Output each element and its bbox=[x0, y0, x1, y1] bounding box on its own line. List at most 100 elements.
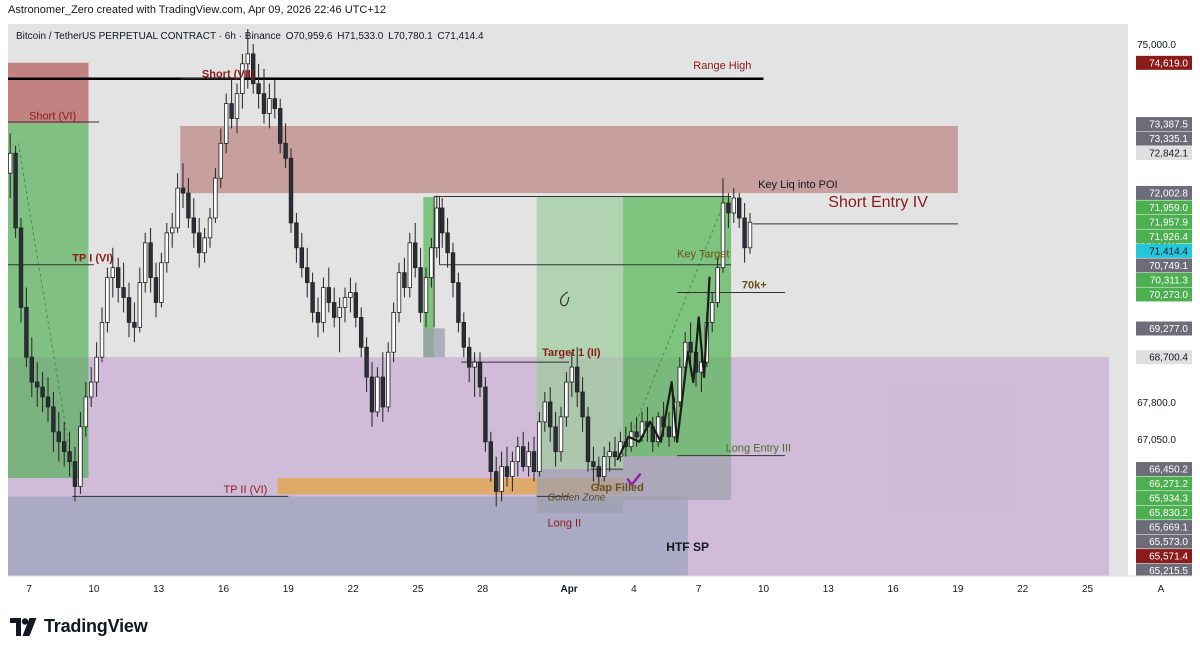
candle-down bbox=[331, 302, 337, 318]
annotation-label: Target 1 (II) bbox=[542, 347, 601, 359]
x-tick-label: Apr bbox=[560, 584, 577, 595]
candle-up bbox=[526, 451, 531, 467]
candle-up bbox=[731, 197, 736, 214]
price-label-bg bbox=[1136, 534, 1192, 549]
candle-down bbox=[51, 406, 56, 433]
short-vi-stop bbox=[8, 62, 89, 124]
candle-down bbox=[358, 317, 364, 348]
candle-down bbox=[466, 346, 472, 368]
candle-up bbox=[715, 267, 720, 303]
x-tick-label: 22 bbox=[348, 584, 360, 595]
candle-down bbox=[191, 217, 196, 234]
candle-up bbox=[607, 451, 612, 458]
short-iii-small-risk bbox=[423, 328, 445, 358]
long-iii-reward bbox=[623, 197, 732, 457]
candle-up bbox=[423, 277, 429, 313]
candle-down bbox=[477, 361, 483, 388]
annotation-label: TP I (VI) bbox=[72, 253, 113, 265]
candle-up bbox=[202, 237, 207, 254]
candle-down bbox=[364, 346, 369, 378]
candle-up bbox=[110, 267, 115, 279]
price-label: 70,273.0 bbox=[1149, 290, 1188, 301]
price-label: 68,700.4 bbox=[1149, 353, 1188, 364]
y-tick-label: 67,050.0 bbox=[1137, 435, 1176, 446]
price-chart[interactable]: Range High Short (VII) Short (VI) Key Liq i… bbox=[8, 24, 1192, 600]
annotation-label: Key Target bbox=[677, 249, 729, 261]
candle-down bbox=[461, 321, 466, 348]
price-label-bg bbox=[1136, 243, 1192, 258]
price-label-bg bbox=[1136, 272, 1192, 287]
price-label: 66,450.2 bbox=[1149, 465, 1188, 476]
ohlc-low: L70,780.1 bbox=[388, 31, 433, 42]
candle-down bbox=[369, 376, 375, 413]
x-tick-label: 19 bbox=[283, 584, 295, 595]
price-label: 65,669.1 bbox=[1149, 523, 1188, 534]
candle-down bbox=[229, 103, 234, 119]
candle-down bbox=[591, 461, 596, 467]
candle-down bbox=[553, 426, 558, 453]
price-label: 74,619.0 bbox=[1149, 58, 1188, 69]
x-tick-label: 28 bbox=[477, 584, 489, 595]
auto-scale-button[interactable]: A bbox=[1158, 584, 1165, 595]
price-label: 70,749.1 bbox=[1149, 261, 1188, 272]
annotation-label: 70k+ bbox=[742, 280, 767, 292]
long-ii-risk bbox=[536, 469, 624, 513]
candle-down bbox=[548, 401, 553, 428]
candle-up bbox=[564, 381, 569, 418]
price-label: 73,335.1 bbox=[1149, 134, 1188, 145]
candle-up bbox=[677, 366, 682, 403]
ohlc-high: H71,533.0 bbox=[337, 31, 384, 42]
candle-down bbox=[596, 466, 601, 477]
candle-up bbox=[218, 142, 223, 179]
symbol-title: Bitcoin / TetherUS PERPETUAL CONTRACT · … bbox=[16, 31, 281, 42]
price-label: 71,414.4 bbox=[1149, 246, 1188, 257]
candle-down bbox=[13, 152, 18, 229]
candle-down bbox=[504, 466, 510, 477]
candle-down bbox=[45, 396, 51, 408]
hand-drawn-mark bbox=[559, 291, 570, 307]
price-label-bg bbox=[1136, 117, 1192, 132]
y-tick-label: 75,000.0 bbox=[1137, 40, 1176, 51]
candle-up bbox=[656, 416, 661, 443]
candle-down bbox=[456, 282, 461, 323]
candle-up bbox=[602, 456, 607, 477]
candle-down bbox=[450, 252, 456, 283]
price-label: 66,271.2 bbox=[1149, 479, 1188, 490]
candle-up bbox=[105, 277, 110, 323]
tradingview-logo-icon bbox=[10, 617, 37, 636]
candle-down bbox=[310, 282, 315, 313]
candle-up bbox=[137, 282, 142, 328]
candle-down bbox=[250, 53, 256, 85]
x-tick-label: 13 bbox=[153, 584, 165, 595]
candle-up bbox=[159, 262, 164, 303]
candle-down bbox=[56, 431, 61, 443]
x-tick-label: 25 bbox=[412, 584, 424, 595]
long-iii-risk bbox=[623, 456, 732, 500]
candle-down bbox=[493, 471, 499, 492]
candle-down bbox=[439, 207, 445, 234]
candle-down bbox=[18, 227, 24, 308]
candle-down bbox=[294, 222, 299, 249]
price-label-bg bbox=[1136, 229, 1192, 244]
price-label: 70,311.3 bbox=[1150, 275, 1189, 286]
tradingview-logo-text: TradingView bbox=[44, 616, 148, 636]
annotation-label: Short (VI) bbox=[29, 110, 76, 122]
candle-down bbox=[67, 451, 72, 463]
chart-area[interactable]: Range High Short (VII) Short (VI) Key Liq i… bbox=[8, 24, 1192, 600]
candle-up bbox=[240, 63, 245, 95]
candle-up bbox=[434, 207, 439, 249]
candle-up bbox=[429, 247, 434, 279]
long-ii-reward bbox=[536, 197, 624, 470]
candle-up bbox=[720, 202, 726, 269]
x-tick-label: 10 bbox=[758, 584, 770, 595]
candle-down bbox=[531, 451, 537, 472]
candle-up bbox=[83, 396, 88, 428]
candle-up bbox=[8, 152, 13, 174]
candle-down bbox=[277, 108, 283, 144]
candle-up bbox=[223, 103, 229, 144]
candle-down bbox=[34, 381, 40, 388]
tradingview-logo[interactable]: TradingView bbox=[10, 616, 148, 637]
price-label-bg bbox=[1136, 185, 1192, 200]
price-label: 65,215.5 bbox=[1149, 566, 1188, 577]
candle-up bbox=[234, 93, 240, 119]
